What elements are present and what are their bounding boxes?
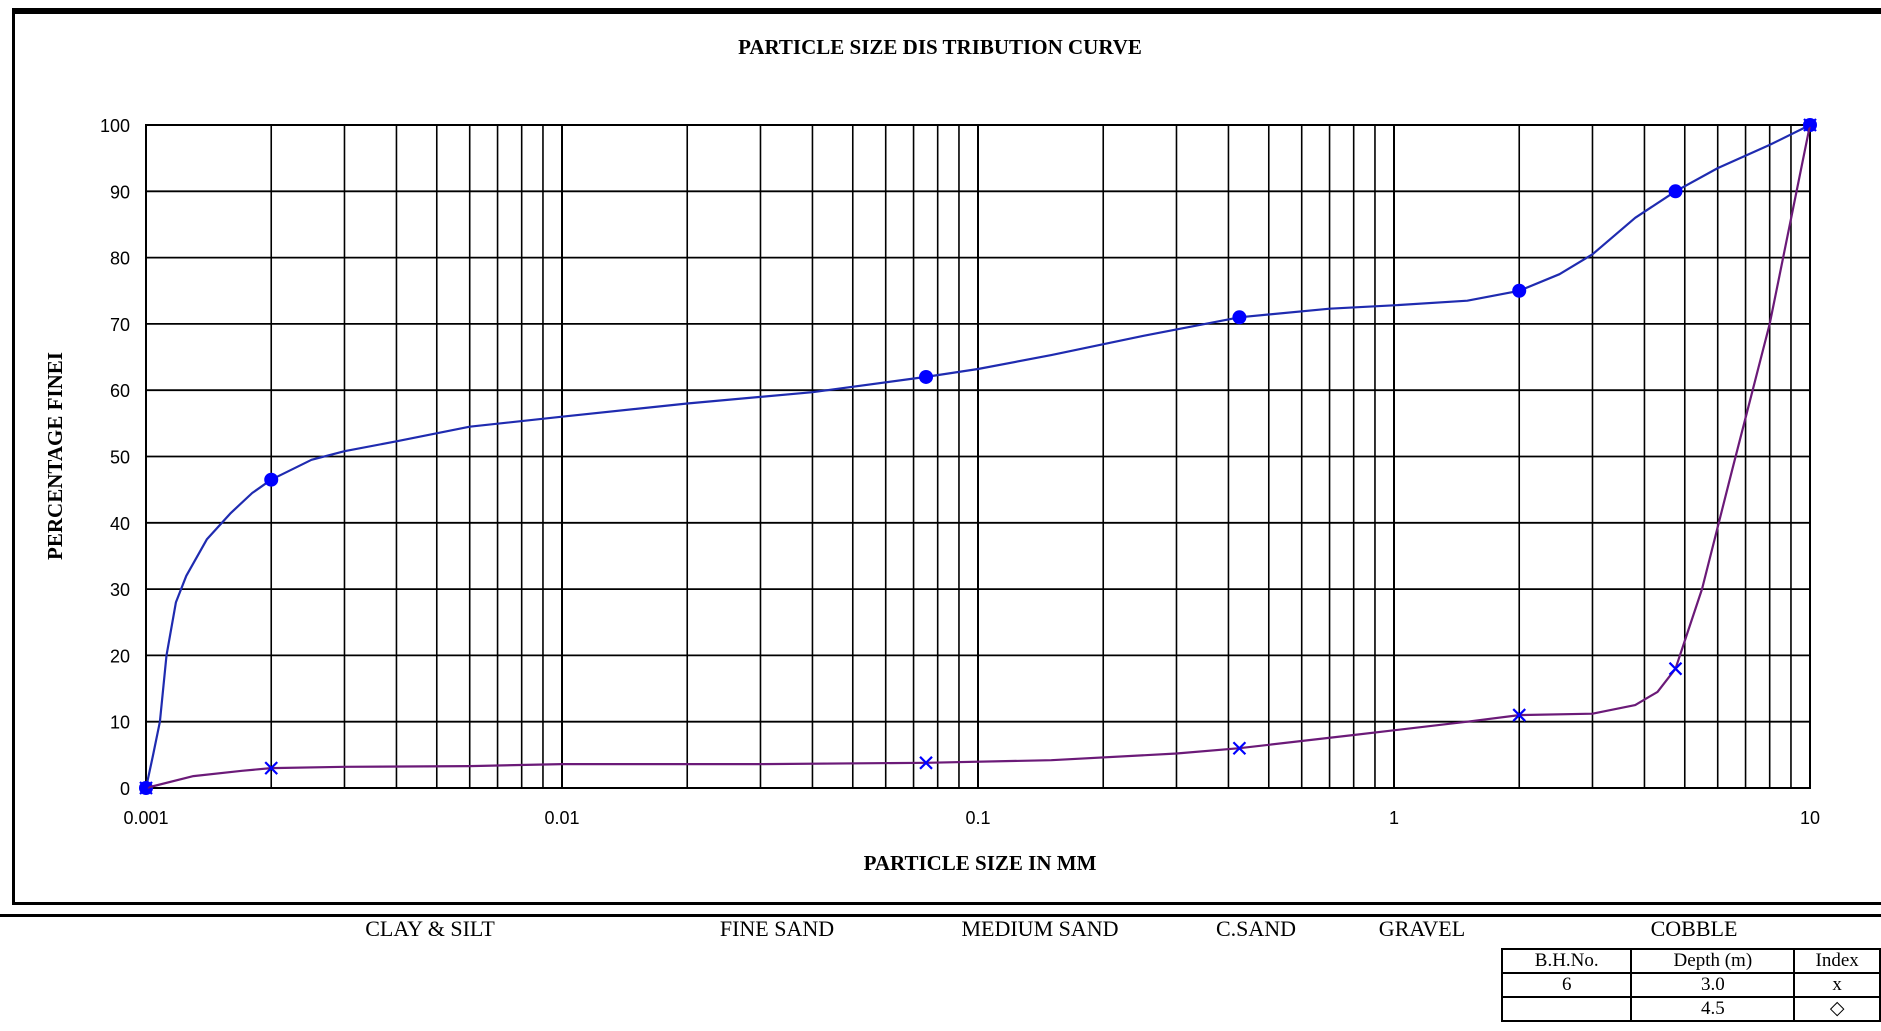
y-tick-label: 100	[100, 116, 130, 136]
x-tick-label: 0.01	[544, 808, 579, 828]
zone-label-medium-sand: MEDIUM SAND	[961, 916, 1119, 941]
legend-row: 4.5 ◇	[1500, 996, 1881, 1022]
data-point-circle	[1232, 310, 1247, 325]
x-axis-label: PARTICLE SIZE IN MM	[864, 851, 1097, 875]
legend-cell-index: x	[1793, 972, 1881, 998]
y-tick-label: 90	[110, 182, 130, 202]
y-tick-label: 60	[110, 381, 130, 401]
bottom-divider	[0, 914, 1881, 917]
y-tick-label: 50	[110, 448, 130, 468]
zone-label-clay-silt: CLAY & SILT	[365, 916, 495, 941]
x-tick-label: 1	[1389, 808, 1399, 828]
data-point-circle	[919, 369, 934, 384]
data-point-x	[139, 781, 153, 795]
particle-size-chart: PARTICLE SIZE DIS TRIBUTION CURVE PARTICL…	[43, 35, 1820, 875]
data-point-x	[1668, 661, 1683, 676]
y-axis-label: PERCENTAGE FINEI	[43, 352, 67, 560]
data-point-x	[1232, 741, 1247, 755]
legend-header-bh: B.H.No.	[1500, 948, 1633, 974]
plot-border	[145, 124, 1811, 789]
zone-label-gravel: GRAVEL	[1378, 916, 1466, 941]
y-tick-label: 0	[120, 779, 130, 799]
y-tick-label: 10	[110, 713, 130, 733]
sample-legend-table: B.H.No. Depth (m) Index 6 3.0 x 4.5 ◇	[1500, 948, 1881, 1022]
data-point-x	[919, 756, 933, 770]
chart-title: PARTICLE SIZE DIS TRIBUTION CURVE	[738, 35, 1142, 59]
data-point-circle	[1668, 184, 1683, 199]
data-point-x	[264, 761, 279, 775]
y-tick-label: 20	[110, 646, 130, 666]
legend-cell-depth: 4.5	[1630, 996, 1796, 1022]
series-line-0	[144, 124, 1811, 789]
x-tick-label: 10	[1800, 808, 1820, 828]
legend-row: 6 3.0 x	[1500, 972, 1881, 998]
legend-cell-bh: 6	[1500, 972, 1633, 998]
data-point-circle	[264, 472, 279, 487]
y-tick-label: 70	[110, 315, 130, 335]
x-tick-label: 0.1	[965, 808, 990, 828]
legend-header-depth: Depth (m)	[1630, 948, 1796, 974]
y-tick-label: 40	[110, 514, 130, 534]
legend-cell-bh	[1500, 996, 1633, 1022]
zone-label-fine-sand: FINE SAND	[719, 916, 835, 941]
data-point-x	[1512, 708, 1527, 722]
y-tick-label: 30	[110, 580, 130, 600]
data-point-x	[1803, 118, 1817, 132]
legend-header-index: Index	[1793, 948, 1881, 974]
legend-cell-index: ◇	[1793, 996, 1881, 1022]
legend-header-row: B.H.No. Depth (m) Index	[1500, 948, 1881, 974]
data-point-circle	[1512, 283, 1527, 298]
zone-label-cobble: COBBLE	[1650, 916, 1738, 941]
chart-frame	[12, 8, 1881, 905]
x-tick-label: 0.001	[123, 808, 168, 828]
zone-label-coarse-sand: C.SAND	[1215, 916, 1297, 941]
legend-cell-depth: 3.0	[1630, 972, 1796, 998]
y-tick-label: 80	[110, 249, 130, 269]
